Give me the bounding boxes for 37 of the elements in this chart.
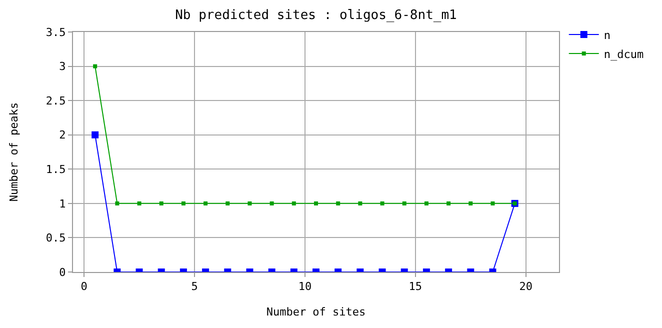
point [226,201,230,206]
point [159,201,164,206]
point [424,201,428,206]
point [490,201,495,206]
point [137,201,142,206]
y-tick-label: 1.5 [46,162,66,176]
point [270,201,274,206]
y-tick-label: 3.5 [46,26,66,39]
y-tick-label: 2 [59,128,66,142]
x-tick-label: 0 [80,280,88,294]
x-tick-label: 15 [408,280,422,294]
y-tick-label: 0.5 [46,232,66,245]
x-tick-label: 5 [191,280,198,294]
point [248,201,252,206]
y-tick-label: 1 [59,197,66,210]
point [402,201,406,206]
point [358,201,362,206]
x-tick-label: 10 [298,280,312,294]
y-axis-title: Number of peaks [8,102,21,202]
legend-label: n [604,28,610,42]
point [380,201,384,206]
y-tick-label: 0 [59,266,66,279]
point [292,201,296,206]
point [446,201,451,206]
chart-title: Nb predicted sites : oligos_6-8nt_m1 [175,8,457,23]
y-tick-label: 2.5 [46,94,66,108]
x-tick-label: 20 [519,280,532,294]
y-tick-label: 3 [59,60,66,74]
point [468,201,473,206]
point [115,201,120,206]
point [204,201,208,206]
point [181,201,186,206]
point [92,131,99,138]
point [336,201,340,206]
point [314,201,318,206]
x-axis-title: Number of sites [266,305,366,318]
legend-label: n_dcum [604,48,644,61]
